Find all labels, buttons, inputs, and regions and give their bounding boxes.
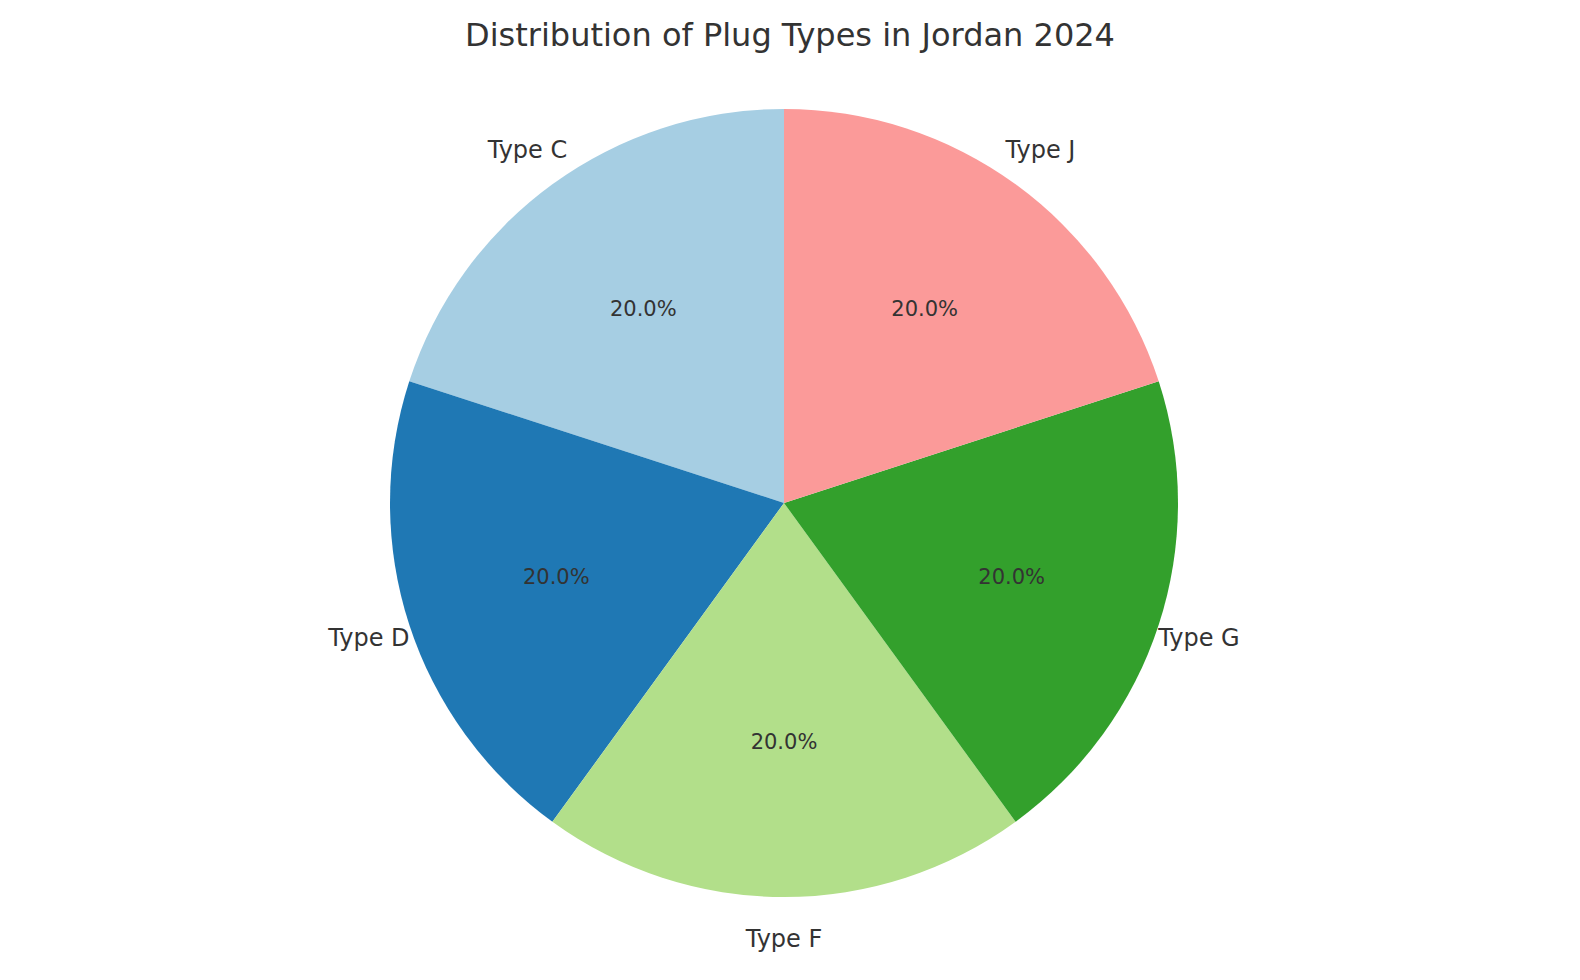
svg-text:Type J: Type J [1005,136,1076,164]
svg-text:Distribution of Plug Types in: Distribution of Plug Types in Jordan 202… [465,16,1115,54]
svg-text:Type F: Type F [745,925,823,953]
svg-text:20.0%: 20.0% [523,565,590,589]
svg-text:Type G: Type G [1157,624,1239,652]
svg-text:20.0%: 20.0% [751,730,818,754]
svg-text:20.0%: 20.0% [891,297,958,321]
svg-text:Type D: Type D [327,624,409,652]
svg-text:20.0%: 20.0% [610,297,677,321]
svg-text:Type C: Type C [487,136,568,164]
svg-text:20.0%: 20.0% [978,565,1045,589]
